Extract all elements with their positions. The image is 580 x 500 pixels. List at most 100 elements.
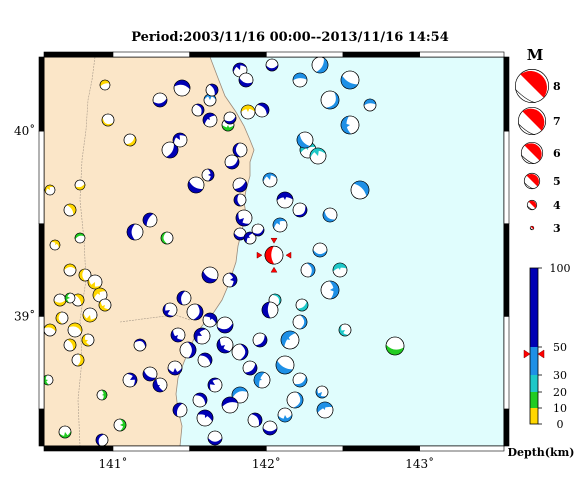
focal-mechanism-114[interactable] [167, 360, 183, 376]
focal-mechanism-53[interactable] [231, 386, 249, 404]
focal-mechanism-74[interactable] [172, 132, 188, 148]
focal-mechanism-80[interactable] [233, 193, 247, 207]
focal-mechanism-47[interactable] [312, 242, 328, 258]
focal-mechanism-15[interactable] [101, 113, 115, 127]
focal-mechanism-2[interactable] [78, 268, 92, 282]
focal-mechanism-59[interactable] [286, 391, 304, 409]
focal-mechanism-40[interactable] [320, 90, 340, 110]
focal-mechanism-48[interactable] [320, 280, 340, 300]
focal-mechanism-57[interactable] [262, 172, 278, 188]
focal-mechanism-104[interactable] [192, 392, 208, 408]
focal-mechanism-103[interactable] [207, 377, 223, 393]
focal-mechanism-117[interactable] [254, 102, 270, 118]
focal-mechanism-71[interactable] [232, 142, 248, 158]
focal-mechanism-45[interactable] [350, 180, 370, 200]
focal-mechanism-42[interactable] [363, 98, 377, 112]
focal-mechanism-30[interactable] [96, 389, 108, 401]
focal-mechanism-22[interactable] [240, 104, 256, 120]
focal-mechanism-68[interactable] [173, 79, 191, 97]
focal-mechanism-92[interactable] [202, 312, 218, 328]
focal-mechanism-91[interactable] [186, 303, 204, 321]
focal-mechanism-38[interactable] [311, 57, 329, 74]
focal-mechanism-95[interactable] [170, 327, 186, 343]
focal-mechanism-34[interactable] [332, 262, 348, 278]
focal-mechanism-119[interactable] [191, 103, 205, 117]
focal-mechanism-27[interactable] [113, 418, 127, 432]
focal-mechanism-101[interactable] [242, 360, 258, 376]
focal-mechanism-79[interactable] [232, 177, 248, 193]
focal-mechanism-23[interactable] [74, 232, 86, 244]
focal-mechanism-9[interactable] [98, 298, 112, 312]
focal-mechanism-58[interactable] [272, 217, 288, 233]
focal-mechanism-99[interactable] [231, 343, 249, 361]
focal-mechanism-88[interactable] [222, 272, 238, 288]
focal-mechanism-16[interactable] [123, 133, 137, 147]
focal-mechanism-41[interactable] [292, 72, 308, 88]
focal-mechanism-98[interactable] [216, 336, 234, 354]
focal-mechanism-111[interactable] [142, 366, 158, 382]
focal-mechanism-1[interactable] [63, 263, 77, 277]
focal-mechanism-63[interactable] [292, 314, 308, 330]
focal-mechanism-36[interactable] [338, 323, 352, 337]
focal-mechanism-6[interactable] [55, 311, 69, 325]
focal-mechanism-12[interactable] [53, 293, 67, 307]
focal-mechanism-3[interactable] [87, 274, 103, 290]
focal-mechanism-52[interactable] [253, 371, 271, 389]
focal-mechanism-69[interactable] [152, 92, 168, 108]
focal-mechanism-13[interactable] [44, 323, 57, 337]
focal-mechanism-33[interactable] [309, 147, 327, 165]
focal-mechanism-115[interactable] [133, 338, 147, 352]
focal-mechanism-54[interactable] [292, 372, 308, 388]
focal-mechanism-20[interactable] [44, 184, 56, 196]
focal-mechanism-83[interactable] [243, 231, 257, 245]
focal-mechanism-106[interactable] [172, 402, 188, 418]
focal-mechanism-107[interactable] [196, 409, 214, 427]
focal-mechanism-70[interactable] [202, 112, 218, 128]
focal-mechanism-25[interactable] [64, 292, 76, 304]
focal-mechanism-60[interactable] [277, 407, 293, 423]
focal-mechanism-21[interactable] [74, 179, 86, 191]
focal-mechanism-73[interactable] [161, 141, 179, 159]
focal-mechanism-105[interactable] [221, 396, 239, 414]
focal-mechanism-75[interactable] [187, 176, 205, 194]
focal-mechanism-14[interactable] [71, 353, 85, 367]
focal-mechanism-118[interactable] [223, 111, 237, 125]
focal-mechanism-24[interactable] [160, 231, 174, 245]
focal-mechanism-61[interactable] [316, 401, 334, 419]
focal-mechanism-77[interactable] [142, 212, 158, 228]
focal-mechanism-108[interactable] [247, 412, 263, 428]
focal-mechanism-85[interactable] [292, 202, 308, 218]
focal-mechanism-55[interactable] [315, 385, 329, 399]
focal-mechanism-35[interactable] [295, 298, 309, 312]
focal-mechanism-50[interactable] [280, 330, 300, 350]
focal-mechanism-8[interactable] [82, 307, 98, 323]
focal-mechanism-102[interactable] [261, 301, 279, 319]
focal-mechanism-51[interactable] [275, 355, 295, 375]
focal-mechanism-84[interactable] [276, 191, 294, 209]
focal-mechanism-26[interactable] [58, 425, 72, 439]
focal-mechanism-19[interactable] [99, 79, 111, 91]
focal-mechanism-65[interactable] [238, 72, 254, 88]
focal-mechanism-96[interactable] [179, 341, 197, 359]
focal-mechanism-81[interactable] [235, 209, 253, 227]
focal-mechanism-113[interactable] [152, 377, 168, 393]
focal-mechanism-43[interactable] [340, 115, 360, 135]
focal-mechanism-116[interactable] [95, 433, 109, 446]
highlighted-event[interactable] [256, 237, 292, 273]
focal-mechanism-87[interactable] [201, 266, 219, 284]
focal-mechanism-17[interactable] [49, 239, 61, 251]
focal-mechanism-72[interactable] [224, 154, 240, 170]
focal-mechanism-18[interactable] [63, 203, 77, 217]
focal-mechanism-7[interactable] [67, 322, 83, 338]
focal-mechanism-89[interactable] [176, 290, 192, 306]
focal-mechanism-97[interactable] [197, 352, 213, 368]
focal-mechanism-109[interactable] [262, 420, 278, 436]
focal-mechanism-100[interactable] [252, 332, 268, 348]
focal-mechanism-11[interactable] [63, 338, 77, 352]
focal-mechanism-90[interactable] [162, 302, 178, 318]
focal-mechanism-82[interactable] [233, 227, 247, 241]
focal-mechanism-49[interactable] [300, 262, 316, 278]
focal-mechanism-29[interactable] [43, 374, 54, 386]
focal-mechanism-76[interactable] [126, 223, 144, 241]
focal-mechanism-94[interactable] [193, 327, 211, 345]
